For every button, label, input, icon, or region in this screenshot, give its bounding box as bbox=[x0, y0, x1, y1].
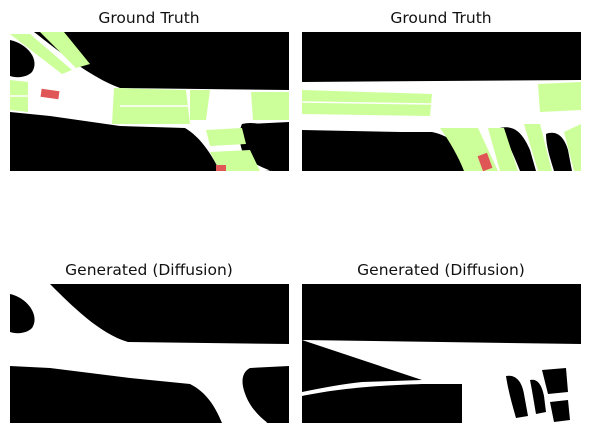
generated-map-left bbox=[10, 284, 289, 423]
ground-truth-map-left bbox=[10, 32, 289, 171]
ground-truth-map-right-image bbox=[302, 32, 581, 171]
ground-truth-map-left-image bbox=[10, 32, 289, 171]
panel-title-top-right: Ground Truth bbox=[390, 9, 492, 27]
panel-title-bottom-left: Generated (Diffusion) bbox=[65, 261, 233, 279]
generated-map-right-image bbox=[302, 284, 581, 423]
generated-map-right bbox=[302, 284, 581, 423]
panel-title-top-left: Ground Truth bbox=[98, 9, 200, 27]
panel-title-bottom-right: Generated (Diffusion) bbox=[357, 261, 525, 279]
ground-truth-map-right bbox=[302, 32, 581, 171]
generated-map-left-image bbox=[10, 284, 289, 423]
